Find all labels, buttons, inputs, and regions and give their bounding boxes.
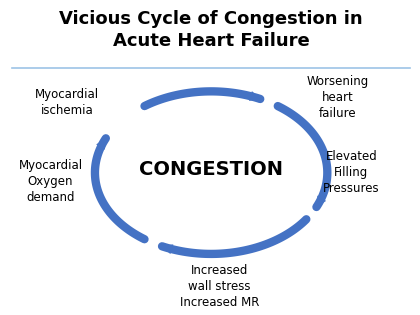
Text: Myocardial
Oxygen
demand: Myocardial Oxygen demand	[18, 159, 82, 204]
Text: Vicious Cycle of Congestion in
Acute Heart Failure: Vicious Cycle of Congestion in Acute Hea…	[59, 10, 363, 50]
Text: Worsening
heart
failure: Worsening heart failure	[307, 75, 369, 120]
Text: CONGESTION: CONGESTION	[139, 160, 283, 179]
Text: Elevated
Filling
Pressures: Elevated Filling Pressures	[323, 150, 380, 195]
Text: Increased
wall stress
Increased MR: Increased wall stress Increased MR	[180, 264, 259, 309]
Text: Myocardial
ischemia: Myocardial ischemia	[35, 89, 99, 117]
